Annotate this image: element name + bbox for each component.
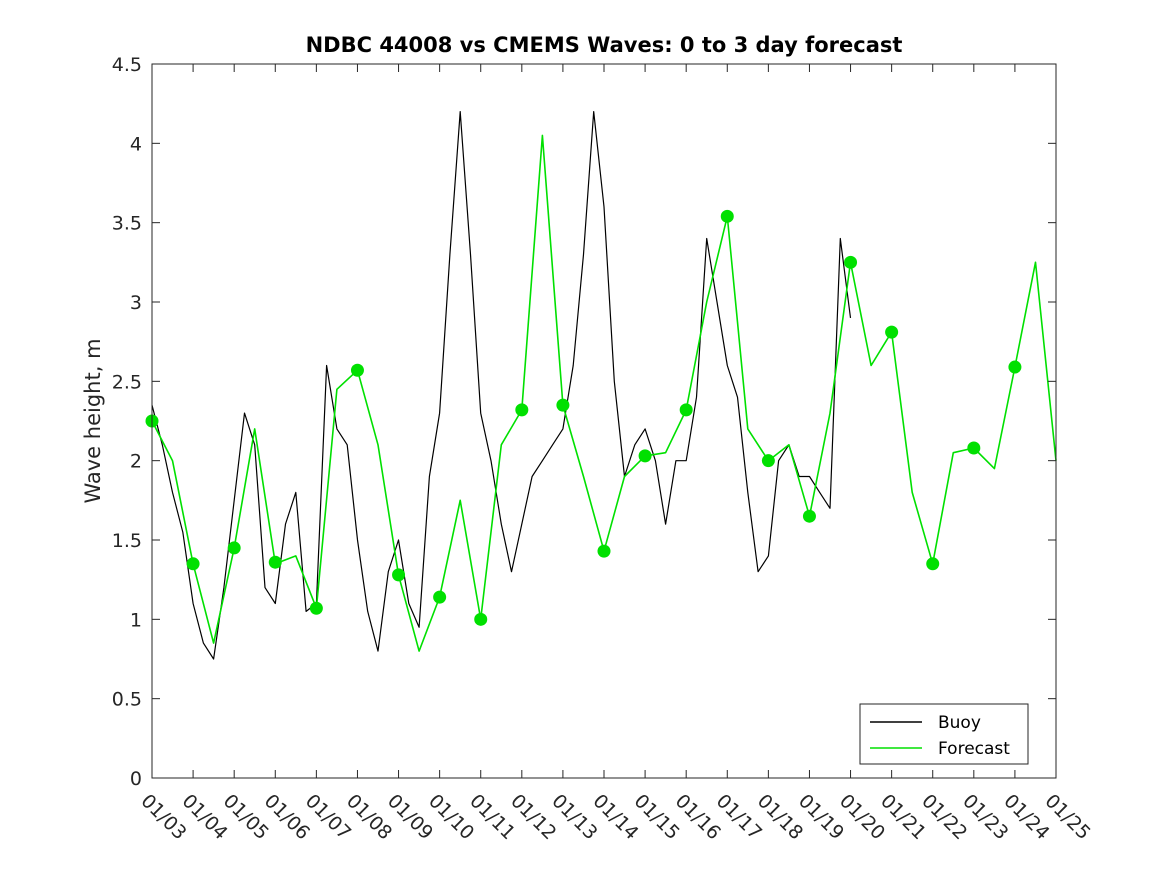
chart-title: NDBC 44008 vs CMEMS Waves: 0 to 3 day fo… (306, 33, 903, 57)
legend-label-forecast: Forecast (938, 739, 1010, 759)
forecast-marker-01-16 (679, 403, 693, 417)
y-tick-label: 4.5 (112, 54, 142, 76)
y-tick-label: 2 (130, 451, 142, 473)
forecast-marker-01-09 (392, 568, 406, 582)
forecast-marker-01-14 (597, 544, 611, 558)
forecast-marker-01-20 (844, 255, 858, 269)
legend: Buoy Forecast (859, 703, 1029, 765)
forecast-marker-01-15 (638, 449, 652, 463)
y-tick-label: 3.5 (112, 213, 142, 235)
forecast-marker-01-05 (227, 541, 241, 555)
forecast-marker-01-21 (885, 325, 899, 339)
forecast-marker-01-18 (761, 454, 775, 468)
legend-box (859, 703, 1029, 765)
y-tick-label: 1 (130, 609, 142, 631)
forecast-marker-01-08 (350, 363, 364, 377)
y-tick-label: 0 (130, 768, 142, 790)
forecast-marker-01-10 (433, 590, 447, 604)
forecast-marker-01-11 (474, 612, 488, 626)
forecast-marker-01-19 (802, 509, 816, 523)
forecast-marker-01-13 (556, 398, 570, 412)
series-line-buoy (151, 111, 852, 660)
y-tick-label: 3 (130, 292, 142, 314)
forecast-marker-01-06 (268, 555, 282, 569)
legend-label-buoy: Buoy (938, 713, 981, 733)
plot-background (152, 64, 1056, 778)
forecast-marker-01-17 (720, 209, 734, 223)
y-tick-label: 0.5 (112, 689, 142, 711)
y-axis-label: Wave height, m (81, 338, 105, 503)
y-tick-label: 4 (130, 133, 142, 155)
forecast-marker-01-23 (967, 441, 981, 455)
forecast-marker-01-22 (926, 557, 940, 571)
forecast-marker-01-24 (1008, 360, 1022, 374)
forecast-marker-01-04 (186, 557, 200, 571)
y-tick-label: 1.5 (112, 530, 142, 552)
forecast-marker-01-12 (515, 403, 529, 417)
forecast-marker-01-07 (309, 601, 323, 615)
plot-area (152, 64, 1056, 778)
y-tick-label: 2.5 (112, 371, 142, 393)
